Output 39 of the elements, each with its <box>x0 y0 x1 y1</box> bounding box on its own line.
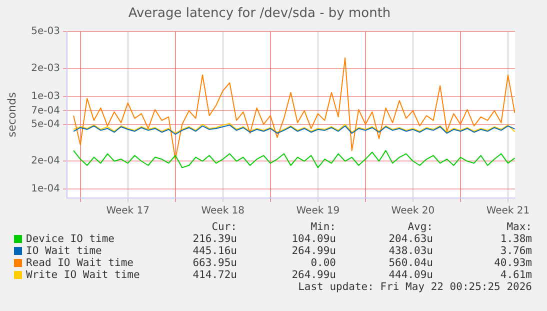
y-tick-label: 7e-04 <box>31 105 60 116</box>
y-tick-label: 1e-04 <box>31 184 60 195</box>
text: Avg: <box>408 221 433 233</box>
text: Cur: <box>212 221 237 233</box>
text: Min: <box>310 221 336 233</box>
y-tick-label: 5e-03 <box>31 26 60 38</box>
text: 3.76m <box>500 245 532 257</box>
text: 0.00 <box>310 257 336 269</box>
x-tick-label: Week 21 <box>486 206 530 217</box>
text: 204.63u <box>388 233 433 245</box>
y-axis-title: seconds <box>5 92 18 138</box>
legend-label: Write IO Wait time <box>26 269 140 281</box>
text: Max: <box>506 221 532 233</box>
x-tick-label: Week 18 <box>201 206 245 217</box>
y-tick-label: 5e-04 <box>31 118 60 130</box>
legend-label: Device IO time <box>26 233 115 245</box>
text: 4.61m <box>500 269 532 281</box>
legend-label: IO Wait time <box>26 245 102 257</box>
text: 264.99u <box>292 245 336 257</box>
x-tick-label: Week 17 <box>106 206 150 217</box>
text: 445.16u <box>192 245 237 257</box>
y-tick-label: 1e-03 <box>31 90 60 102</box>
text: 1.38m <box>500 233 532 245</box>
text: 663.95u <box>192 257 237 269</box>
x-tick-label: Week 19 <box>296 206 340 217</box>
text: 414.72u <box>192 269 237 281</box>
text: 40.93m <box>494 257 532 269</box>
text: 264.99u <box>292 269 336 281</box>
text: Last update: Fri May 22 00:25:25 2026 <box>298 281 532 293</box>
text: 216.39u <box>192 233 237 245</box>
y-tick-label: 2e-03 <box>31 63 60 74</box>
text: 444.09u <box>388 269 433 281</box>
chart-title: Average latency for /dev/sda - by month <box>128 6 391 22</box>
x-tick-label: Week 20 <box>391 206 435 217</box>
legend-label: Read IO Wait time <box>26 257 134 269</box>
text: 104.09u <box>292 233 336 245</box>
y-tick-label: 2e-04 <box>31 156 60 167</box>
text: 438.03u <box>388 245 433 257</box>
text: 560.04u <box>388 257 433 269</box>
